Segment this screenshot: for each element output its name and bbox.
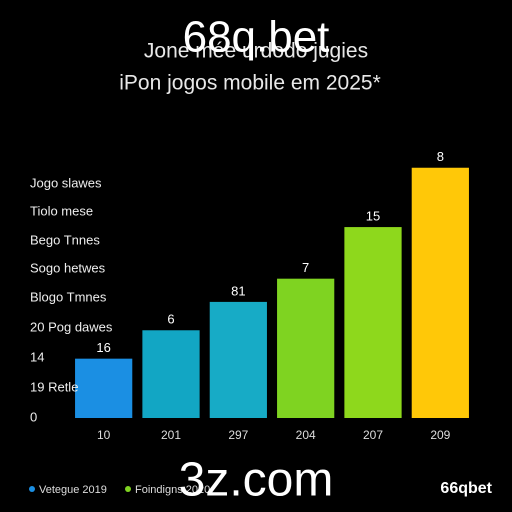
watermark: 3z.com [179, 454, 334, 507]
bar-label: 81 [231, 283, 245, 298]
legend-label: Foindigns 2020 [135, 484, 210, 496]
side-label: Bego Tnnes [30, 232, 100, 247]
side-label: 20 Pog dawes [30, 319, 113, 334]
x-tick-label: 201 [161, 428, 181, 442]
bar-label: 8 [437, 149, 444, 164]
bar-label: 16 [96, 340, 110, 355]
bar [209, 301, 267, 418]
bar [142, 330, 200, 418]
x-tick-label: 297 [228, 428, 248, 442]
x-tick-label: 209 [430, 428, 450, 442]
bar-label: 6 [167, 312, 174, 327]
chart-subtitle: iPon jogos mobile em 2025* [119, 72, 381, 95]
side-label: Sogo hetwes [30, 260, 106, 275]
legend-label: Vetegue 2019 [39, 484, 107, 496]
brand: 66qbet [440, 480, 492, 497]
bar [277, 278, 335, 418]
x-tick-label: 204 [296, 428, 316, 442]
bar [344, 227, 402, 418]
bar [411, 167, 469, 418]
chart-title: Jone mée urdodo jugies [144, 40, 368, 63]
bar-label: 15 [366, 209, 380, 224]
legend-swatch [29, 486, 35, 492]
x-tick-label: 10 [97, 428, 111, 442]
side-label: Tiolo mese [30, 203, 93, 218]
side-label: 14 [30, 349, 44, 364]
side-label: 0 [30, 409, 37, 424]
legend-swatch [125, 486, 131, 492]
side-label: Jogo slawes [30, 175, 102, 190]
watermark: 68q.bet [183, 13, 330, 62]
bar-label: 7 [302, 260, 309, 275]
bar [75, 358, 133, 418]
side-label: Blogo Tmnes [30, 289, 107, 304]
x-tick-label: 207 [363, 428, 383, 442]
side-label: 19 Retle [30, 379, 78, 394]
